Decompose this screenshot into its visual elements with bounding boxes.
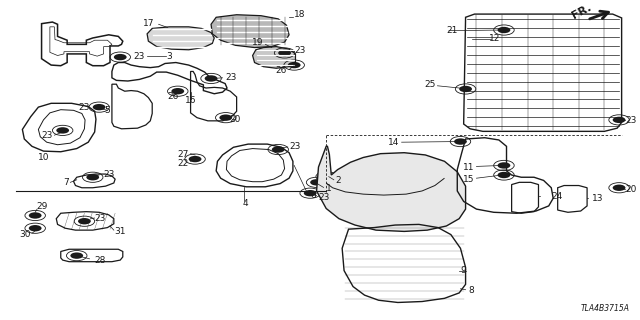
Text: 30: 30 — [19, 230, 31, 239]
Circle shape — [459, 86, 472, 92]
Text: 21: 21 — [446, 26, 458, 35]
Circle shape — [497, 27, 510, 33]
Polygon shape — [147, 27, 214, 50]
Text: 18: 18 — [294, 10, 306, 19]
Text: 19: 19 — [252, 38, 264, 47]
Circle shape — [304, 190, 317, 196]
Circle shape — [612, 117, 625, 123]
Text: 31: 31 — [114, 227, 125, 236]
Circle shape — [114, 54, 127, 60]
Circle shape — [205, 75, 218, 82]
Text: 15: 15 — [463, 175, 474, 184]
Text: 23: 23 — [41, 131, 52, 140]
Text: 23: 23 — [134, 52, 145, 61]
Text: 29: 29 — [36, 202, 48, 212]
Circle shape — [497, 172, 510, 178]
Text: 16: 16 — [185, 96, 196, 105]
Circle shape — [70, 252, 83, 259]
Text: 23: 23 — [225, 73, 237, 82]
Text: 13: 13 — [591, 194, 603, 203]
Text: 23: 23 — [294, 46, 305, 55]
Text: 6: 6 — [310, 191, 316, 200]
Text: 28: 28 — [95, 256, 106, 265]
Text: 22: 22 — [177, 159, 189, 168]
Circle shape — [320, 173, 333, 180]
Text: 23: 23 — [319, 193, 330, 202]
Text: 5: 5 — [104, 106, 110, 115]
Text: 2: 2 — [336, 176, 341, 185]
Text: 3: 3 — [166, 52, 172, 61]
Text: 26: 26 — [167, 92, 179, 101]
Text: 9: 9 — [460, 266, 466, 275]
Text: 26: 26 — [275, 66, 287, 75]
Text: 7: 7 — [63, 178, 69, 187]
Circle shape — [220, 115, 232, 121]
Circle shape — [612, 185, 625, 191]
Text: 23: 23 — [625, 116, 637, 125]
Polygon shape — [317, 146, 465, 231]
Circle shape — [29, 212, 42, 219]
Text: 23: 23 — [289, 142, 300, 151]
Text: 4: 4 — [243, 199, 249, 208]
Circle shape — [189, 156, 202, 162]
Text: 12: 12 — [489, 35, 500, 44]
Polygon shape — [211, 15, 289, 48]
Text: 20: 20 — [625, 186, 637, 195]
Text: 17: 17 — [143, 19, 155, 28]
Text: FR.: FR. — [571, 2, 593, 21]
Circle shape — [454, 138, 467, 145]
Text: 8: 8 — [468, 286, 474, 295]
Circle shape — [288, 62, 301, 68]
Text: TLA4B3715A: TLA4B3715A — [581, 304, 630, 313]
Text: 25: 25 — [425, 80, 436, 89]
Circle shape — [78, 218, 91, 224]
Text: 11: 11 — [463, 163, 474, 172]
Polygon shape — [253, 47, 296, 68]
Circle shape — [272, 146, 285, 153]
Circle shape — [497, 162, 510, 169]
Circle shape — [56, 127, 69, 133]
Circle shape — [278, 50, 291, 56]
Text: 14: 14 — [388, 138, 400, 147]
Text: 23: 23 — [78, 103, 90, 112]
Circle shape — [172, 88, 184, 94]
Text: 23: 23 — [104, 170, 115, 179]
Text: 27: 27 — [177, 150, 189, 159]
Text: 20: 20 — [230, 115, 241, 124]
Circle shape — [93, 104, 106, 110]
Text: 24: 24 — [551, 192, 563, 201]
Text: 1: 1 — [326, 184, 332, 193]
Circle shape — [86, 174, 99, 180]
Circle shape — [29, 225, 42, 231]
Text: 10: 10 — [38, 153, 49, 162]
Text: 23: 23 — [95, 213, 106, 222]
Circle shape — [310, 179, 323, 186]
